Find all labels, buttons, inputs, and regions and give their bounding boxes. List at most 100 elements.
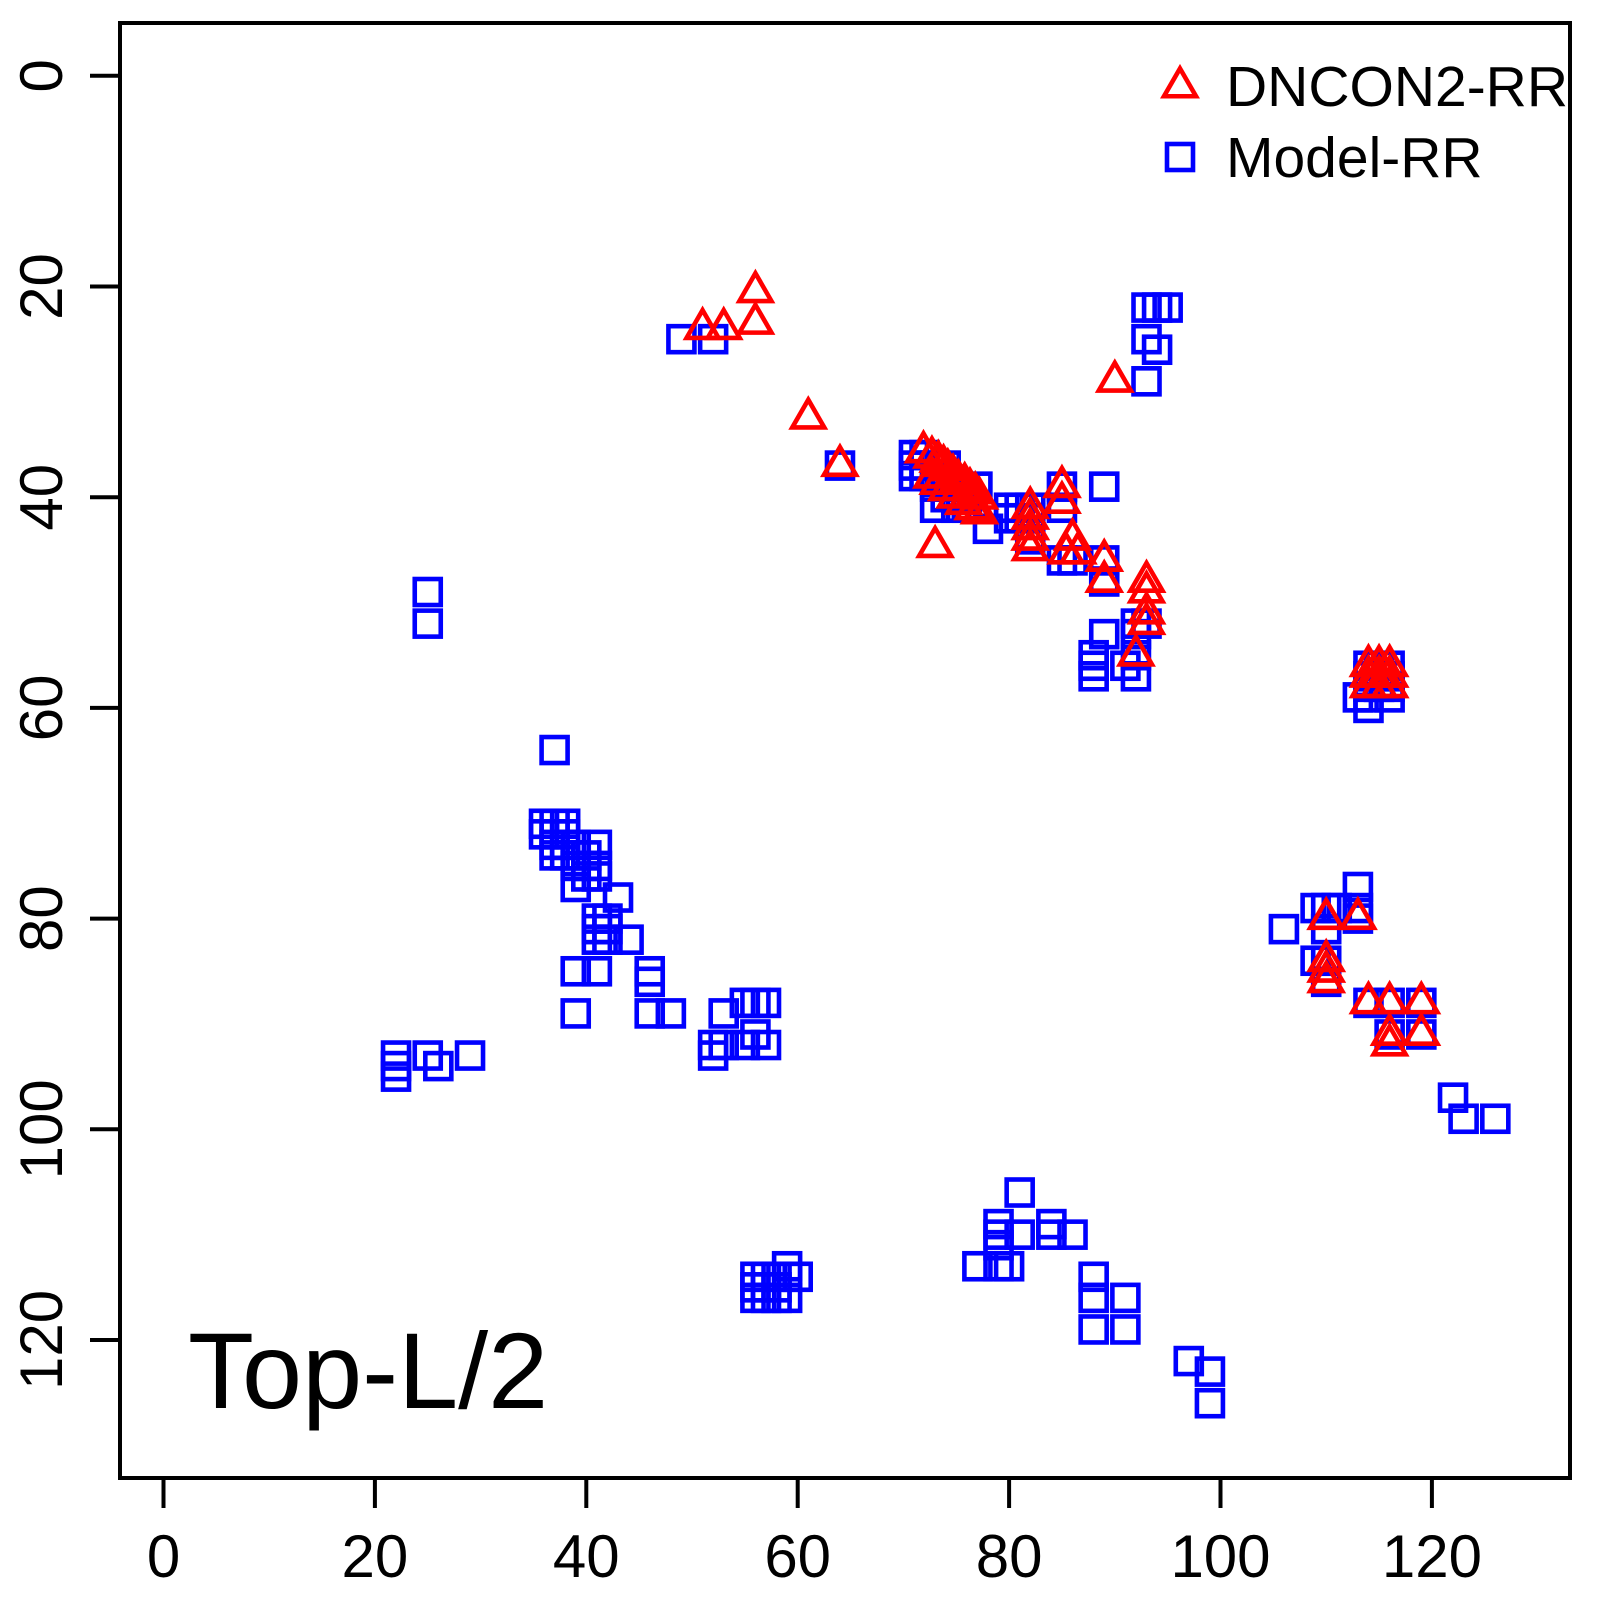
model-rr-point — [750, 987, 782, 1019]
dncon2-rr-point — [935, 474, 976, 509]
model-rr-point — [697, 1029, 729, 1061]
dncon2-rr-point — [903, 428, 944, 464]
legend-label-model-rr: Model-RR — [1226, 126, 1483, 190]
y-tick-label: 0 — [8, 59, 75, 92]
model-rr-point — [782, 1261, 814, 1293]
model-rr-point — [1141, 292, 1173, 323]
model-rr-point — [1078, 1282, 1109, 1314]
dncon2-rr-point — [788, 395, 829, 430]
model-rr-point — [380, 1061, 412, 1092]
dncon2-rr-point — [911, 454, 952, 489]
model-rr-point — [729, 1029, 761, 1061]
y-tick-label: 120 — [8, 1290, 75, 1390]
x-tick-label: 20 — [342, 1523, 409, 1590]
dncon2-rr-point — [915, 523, 956, 559]
series-dncon2-rr — [682, 268, 1442, 1057]
model-rr-point — [697, 1040, 729, 1071]
dncon2-rr-point — [1401, 1011, 1442, 1047]
model-rr-point — [613, 924, 644, 955]
plot-title: Top-L/2 — [188, 1310, 548, 1431]
dncon2-rr-point — [1369, 1021, 1410, 1057]
y-tick-label: 60 — [8, 675, 75, 742]
dncon2-rr-point — [682, 305, 723, 341]
dncon2-rr-point — [1057, 529, 1098, 565]
dncon2-rr-point — [735, 268, 776, 304]
dncon2-rr-point — [959, 489, 1000, 525]
x-tick-label: 60 — [764, 1523, 831, 1590]
dncon2-rr-point — [1084, 537, 1125, 572]
model-rr-point — [602, 882, 634, 913]
model-rr-point — [962, 1250, 993, 1282]
model-rr-point — [581, 913, 613, 945]
dncon2-rr-point — [735, 300, 776, 335]
model-rr-point — [560, 955, 592, 987]
dncon2-rr-point — [1126, 589, 1167, 625]
model-rr-point — [1036, 1219, 1067, 1250]
model-rr-point — [634, 998, 666, 1029]
dncon2-rr-point — [819, 442, 860, 478]
x-axis: 0 20 40 60 80 100 120 — [147, 1478, 1482, 1590]
model-rr-point — [708, 998, 740, 1029]
model-rr-point — [740, 1019, 771, 1050]
model-rr-point — [423, 1050, 454, 1082]
model-rr-point — [740, 987, 771, 1019]
dncon2-rr-point — [1010, 526, 1051, 562]
model-rr-point — [1004, 1177, 1035, 1208]
dncon2-rr-point — [1010, 516, 1051, 551]
dncon2-rr-point — [926, 466, 967, 502]
dncon2-rr-point — [1369, 663, 1410, 699]
model-rr-point — [1110, 1282, 1141, 1314]
model-rr-point — [1078, 1314, 1109, 1345]
x-tick-label: 120 — [1382, 1523, 1482, 1590]
dncon2-rr-point — [953, 485, 994, 521]
model-rr-point — [412, 1040, 444, 1071]
model-rr-point — [1268, 913, 1300, 945]
model-rr-point — [1152, 292, 1183, 323]
model-rr-point — [1173, 1345, 1205, 1377]
model-rr-point — [581, 955, 613, 987]
dncon2-rr-point — [1306, 958, 1347, 994]
model-rr-point — [1078, 660, 1109, 692]
model-rr-point — [1088, 471, 1120, 502]
model-rr-point — [708, 1029, 740, 1061]
model-rr-point — [1448, 1103, 1479, 1135]
dncon2-rr-point — [1306, 895, 1347, 931]
model-rr-point — [1057, 1219, 1088, 1250]
dncon2-rr-point — [1306, 948, 1347, 983]
dncon2-rr-point — [1369, 1011, 1410, 1047]
dncon2-rr-point — [943, 480, 984, 516]
plot-frame — [118, 21, 1572, 1480]
dncon2-rr-point — [1306, 937, 1347, 973]
dncon2-rr-point — [1126, 600, 1167, 636]
legend-square-icon — [1164, 141, 1196, 173]
y-tick-label: 20 — [8, 253, 75, 320]
model-rr-point — [412, 608, 444, 639]
model-rr-point — [539, 734, 570, 766]
dncon2-rr-point — [1115, 632, 1156, 667]
model-rr-point — [1194, 1356, 1226, 1387]
model-rr-point — [380, 1050, 412, 1082]
x-tick-label: 100 — [1170, 1523, 1270, 1590]
x-tick-label: 80 — [976, 1523, 1043, 1590]
model-rr-point — [993, 1250, 1025, 1282]
model-rr-point — [581, 829, 613, 861]
y-tick-label: 100 — [8, 1079, 75, 1179]
model-rr-point — [1131, 366, 1162, 397]
dncon2-rr-point — [1010, 505, 1051, 541]
model-rr-point — [634, 966, 666, 998]
model-rr-point — [1078, 1261, 1109, 1293]
model-rr-point — [1110, 1314, 1141, 1345]
y-axis: 0 20 40 60 80 100 120 — [8, 59, 120, 1390]
x-tick-label: 40 — [553, 1523, 620, 1590]
model-rr-point — [1437, 1082, 1469, 1113]
model-rr-point — [592, 924, 623, 955]
model-rr-point — [983, 1229, 1014, 1261]
legend: DNCON2-RR Model-RR — [1160, 55, 1568, 190]
model-rr-point — [454, 1040, 486, 1071]
dncon2-rr-point — [1041, 479, 1082, 515]
dncon2-rr-point — [1094, 358, 1135, 393]
dncon2-rr-point — [1348, 979, 1389, 1015]
x-tick-label: 0 — [147, 1523, 180, 1590]
